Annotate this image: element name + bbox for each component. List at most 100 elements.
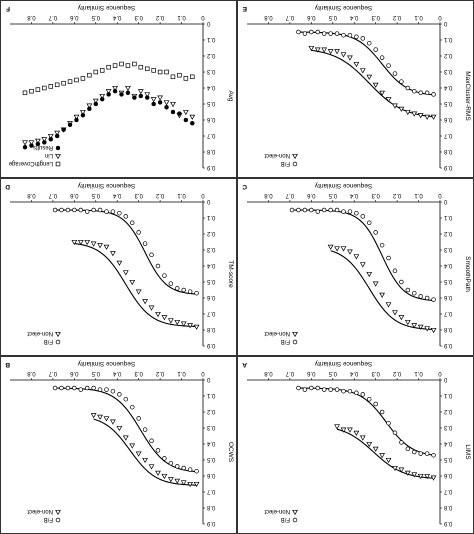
- data-point: [149, 252, 154, 258]
- panel-d: 0.9 0.8 0.7 0.6 0.5 0.4 0.3 0.2 0.1 0 0.8 0.7 0.6 0.5…: [0, 178, 237, 356]
- data-point: [116, 425, 123, 432]
- data-point: [110, 209, 116, 214]
- data-point: [175, 286, 180, 291]
- x-tick-label: 0.5: [328, 192, 337, 198]
- data-point: [151, 68, 156, 73]
- x-axis-label: Sequence Similarity: [77, 182, 135, 189]
- y-tick-label: 0.1: [443, 36, 452, 42]
- data-point: [129, 443, 136, 449]
- fit-curve: [336, 428, 434, 479]
- data-point: [122, 435, 129, 441]
- data-point: [170, 101, 176, 108]
- data-point: [183, 76, 189, 81]
- data-point: [373, 230, 378, 235]
- x-tick-label: 0.6: [70, 14, 79, 20]
- data-point: [155, 448, 161, 453]
- data-point: [379, 292, 385, 298]
- data-point: [84, 239, 91, 246]
- data-point: [327, 49, 334, 55]
- data-point: [73, 114, 80, 120]
- data-point: [151, 101, 156, 107]
- data-point: [103, 244, 110, 250]
- data-point: [129, 279, 136, 286]
- data-point: [74, 117, 79, 123]
- x-tick-label: 0.4: [112, 192, 121, 198]
- panel-label: E: [242, 5, 247, 12]
- y-tick-label: 0.9: [443, 342, 452, 348]
- x-tick-label: 0.2: [392, 370, 401, 376]
- legend-marker: [55, 161, 61, 167]
- y-tick-label: 0.8: [443, 326, 452, 332]
- data-point: [398, 106, 405, 112]
- data-point: [180, 321, 187, 327]
- y-tick-label: 0.6: [206, 472, 215, 478]
- data-point: [97, 207, 103, 213]
- data-point: [398, 315, 405, 321]
- y-tick-label: 0.3: [443, 68, 452, 74]
- data-point: [67, 79, 73, 84]
- data-point: [430, 475, 437, 481]
- data-point: [162, 273, 167, 278]
- y-tick-label: 0.3: [206, 424, 215, 430]
- data-point: [162, 456, 167, 461]
- data-point: [105, 89, 112, 95]
- data-point: [91, 385, 96, 391]
- data-point: [28, 140, 35, 146]
- legend-marker: [55, 145, 61, 151]
- data-point: [187, 289, 193, 294]
- data-point: [155, 311, 161, 318]
- x-tick-label: 0.1: [177, 370, 186, 376]
- data-point: [125, 63, 131, 68]
- data-point: [190, 120, 195, 126]
- fit-curve: [298, 387, 434, 456]
- panel-label: B: [5, 361, 10, 368]
- data-point: [360, 392, 366, 397]
- data-point: [404, 109, 411, 116]
- data-point: [35, 87, 41, 92]
- data-point: [359, 68, 366, 74]
- data-point: [123, 396, 129, 402]
- data-point: [334, 207, 340, 213]
- data-point: [168, 460, 174, 466]
- data-point: [157, 69, 163, 75]
- data-point: [97, 243, 103, 249]
- x-tick-label: 0.4: [112, 14, 121, 20]
- data-point: [360, 214, 366, 219]
- y-tick-label: 0.1: [443, 392, 452, 398]
- x-tick-label: 0.8: [27, 14, 36, 20]
- data-point: [52, 207, 58, 213]
- data-point: [359, 435, 366, 441]
- panel-label: A: [242, 361, 247, 368]
- y-tick-label: 0.1: [443, 214, 452, 220]
- data-point: [334, 387, 340, 392]
- data-point: [163, 100, 170, 106]
- data-point: [424, 326, 431, 332]
- series-non-elect: [334, 424, 437, 481]
- y-tick-label: 0.7: [443, 488, 452, 494]
- x-tick-label: 0.7: [285, 192, 294, 198]
- y-tick-label: 0.6: [206, 294, 215, 300]
- x-axis-label: Sequence Similarity: [314, 4, 372, 11]
- x-axis-label: Sequence Similarity: [77, 4, 135, 11]
- data-point: [340, 427, 347, 433]
- x-tick-label: 0.3: [134, 192, 143, 198]
- data-point: [135, 289, 142, 295]
- series-f-b: [52, 207, 199, 296]
- y-tick-label: 0.5: [206, 456, 215, 462]
- data-point: [296, 385, 301, 391]
- x-tick-label: 0.6: [307, 370, 316, 376]
- y-tick-label: 0.3: [206, 68, 215, 74]
- y-tick-label: 0.7: [206, 132, 215, 138]
- data-point: [354, 34, 359, 40]
- legend-entry: F/B: [281, 160, 290, 166]
- data-point: [366, 441, 373, 448]
- data-point: [99, 93, 106, 100]
- y-tick-label: 0.5: [206, 278, 215, 284]
- data-point: [353, 61, 360, 68]
- data-point: [334, 424, 340, 430]
- data-point: [328, 387, 333, 392]
- data-point: [119, 92, 124, 97]
- x-tick-label: 0.3: [371, 370, 380, 376]
- data-point: [379, 409, 385, 415]
- y-tick-label: 0.7: [206, 310, 215, 316]
